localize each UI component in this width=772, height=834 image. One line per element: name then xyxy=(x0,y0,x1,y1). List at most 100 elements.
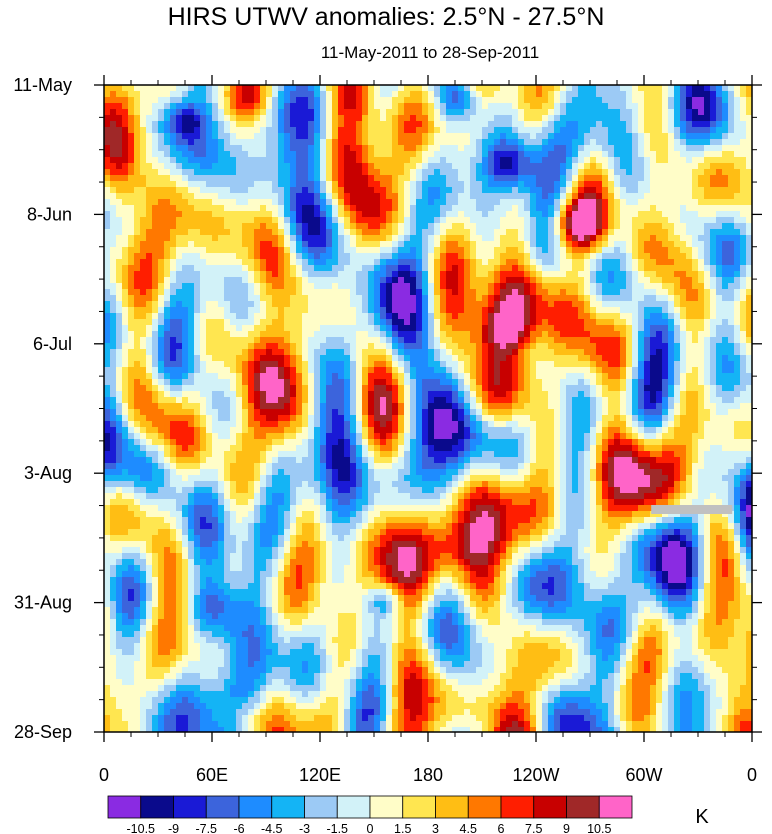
heatmap-cell xyxy=(482,211,489,218)
heatmap-cell xyxy=(704,145,711,152)
heatmap-cell xyxy=(734,85,741,92)
heatmap-cell xyxy=(116,337,123,344)
heatmap-cell xyxy=(146,283,153,290)
heatmap-cell xyxy=(476,349,483,356)
heatmap-cell xyxy=(422,121,429,128)
heatmap-cell xyxy=(524,205,531,212)
heatmap-cell xyxy=(332,289,339,296)
heatmap-cell xyxy=(332,319,339,326)
heatmap-cell xyxy=(356,97,363,104)
heatmap-cell xyxy=(110,271,117,278)
heatmap-cell xyxy=(230,253,237,260)
heatmap-cell xyxy=(128,121,135,128)
heatmap-cell xyxy=(122,169,129,176)
heatmap-cell xyxy=(602,223,609,230)
heatmap-cell xyxy=(386,241,393,248)
heatmap-cell xyxy=(362,103,369,110)
heatmap-cell xyxy=(530,91,537,98)
heatmap-cell xyxy=(410,331,417,338)
heatmap-cell xyxy=(296,103,303,110)
heatmap-cell xyxy=(620,289,627,296)
heatmap-cell xyxy=(530,247,537,254)
heatmap-cell xyxy=(296,205,303,212)
heatmap-cell xyxy=(590,169,597,176)
heatmap-cell xyxy=(680,265,687,272)
heatmap-cell xyxy=(404,115,411,122)
heatmap-cell xyxy=(626,343,633,350)
heatmap-cell xyxy=(476,163,483,170)
heatmap-cell xyxy=(668,85,675,92)
heatmap-cell xyxy=(122,127,129,134)
heatmap-cell xyxy=(386,193,393,200)
heatmap-cell xyxy=(410,205,417,212)
heatmap-cell xyxy=(182,193,189,200)
heatmap-cell xyxy=(632,283,639,290)
heatmap-cell xyxy=(548,163,555,170)
heatmap-cell xyxy=(404,163,411,170)
heatmap-cell xyxy=(200,355,207,362)
heatmap-cell xyxy=(632,235,639,242)
heatmap-cell xyxy=(236,265,243,272)
heatmap-cell xyxy=(446,247,453,254)
heatmap-cell xyxy=(302,169,309,176)
heatmap-cell xyxy=(278,289,285,296)
heatmap-cell xyxy=(308,265,315,272)
heatmap-cell xyxy=(482,313,489,320)
heatmap-cell xyxy=(410,247,417,254)
heatmap-cell xyxy=(458,121,465,128)
heatmap-cell xyxy=(530,145,537,152)
heatmap-cell xyxy=(248,157,255,164)
heatmap-cell xyxy=(488,301,495,308)
heatmap-cell xyxy=(674,325,681,332)
heatmap-cell xyxy=(488,289,495,296)
heatmap-cell xyxy=(548,157,555,164)
heatmap-cell xyxy=(272,235,279,242)
heatmap-cell xyxy=(110,151,117,158)
heatmap-cell xyxy=(290,211,297,218)
heatmap-cell xyxy=(704,343,711,350)
heatmap-cell xyxy=(140,115,147,122)
heatmap-cell xyxy=(260,181,267,188)
heatmap-cell xyxy=(242,175,249,182)
heatmap-cell xyxy=(542,325,549,332)
heatmap-cell xyxy=(704,163,711,170)
heatmap-cell xyxy=(254,277,261,284)
heatmap-cell xyxy=(152,97,159,104)
heatmap-cell xyxy=(614,205,621,212)
heatmap-cell xyxy=(404,355,411,362)
heatmap-cell xyxy=(314,139,321,146)
heatmap-cell xyxy=(296,181,303,188)
heatmap-cell xyxy=(500,319,507,326)
heatmap-cell xyxy=(746,103,753,110)
heatmap-cell xyxy=(536,355,543,362)
heatmap-cell xyxy=(500,157,507,164)
heatmap-cell xyxy=(674,229,681,236)
heatmap-cell xyxy=(416,115,423,122)
heatmap-cell xyxy=(524,127,531,134)
heatmap-cell xyxy=(464,277,471,284)
heatmap-cell xyxy=(278,337,285,344)
heatmap-cell xyxy=(746,349,753,356)
heatmap-cell xyxy=(224,181,231,188)
heatmap-cell xyxy=(170,163,177,170)
heatmap-cell xyxy=(680,145,687,152)
heatmap-cell xyxy=(446,193,453,200)
heatmap-cell xyxy=(464,151,471,158)
heatmap-cell xyxy=(284,241,291,248)
heatmap-cell xyxy=(386,85,393,92)
heatmap-cell xyxy=(134,313,141,320)
heatmap-cell xyxy=(164,361,171,368)
heatmap-cell xyxy=(746,91,753,98)
heatmap-cell xyxy=(200,253,207,260)
heatmap-cell xyxy=(410,169,417,176)
heatmap-cell xyxy=(134,115,141,122)
heatmap-cell xyxy=(410,175,417,182)
heatmap-cell xyxy=(440,115,447,122)
heatmap-cell xyxy=(260,295,267,302)
heatmap-cell xyxy=(128,211,135,218)
heatmap-cell xyxy=(560,199,567,206)
heatmap-cell xyxy=(710,229,717,236)
heatmap-cell xyxy=(116,271,123,278)
heatmap-cell xyxy=(470,85,477,92)
heatmap-cell xyxy=(374,211,381,218)
